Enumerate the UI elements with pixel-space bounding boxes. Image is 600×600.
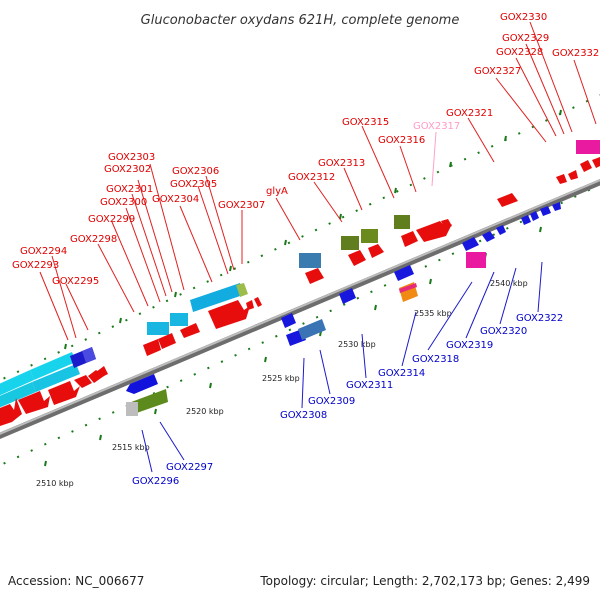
pink-leader-line bbox=[431, 131, 437, 187]
genome-axis bbox=[0, 178, 600, 440]
gene-label: GOX2299 bbox=[88, 214, 135, 225]
gene-label: GOX2305 bbox=[170, 179, 217, 190]
major-ticks bbox=[44, 109, 562, 467]
genome-title: Gluconobacter oxydans 621H, complete gen… bbox=[141, 13, 460, 28]
ruler-label: 2535 kbp bbox=[414, 309, 452, 318]
gene-label: GOX2319 bbox=[446, 340, 493, 351]
accession-label: Accession: NC_006677 bbox=[8, 574, 145, 588]
ruler-label: 2520 kbp bbox=[186, 407, 224, 416]
gene-label: GOX2307 bbox=[218, 200, 265, 211]
gene-label: GOX2314 bbox=[378, 368, 425, 379]
gene-label: GOX2313 bbox=[318, 158, 365, 169]
gene-label: GOX2296 bbox=[132, 476, 179, 487]
ruler-label: 2540 kbp bbox=[490, 279, 528, 288]
gene-label: GOX2306 bbox=[172, 166, 219, 177]
lower-gene-labels: GOX2296 GOX2297 GOX2308 GOX2309 GOX2311 … bbox=[132, 313, 563, 487]
gene-label: GOX2312 bbox=[288, 172, 335, 183]
genome-info-label: Topology: circular; Length: 2,702,173 bp… bbox=[260, 574, 590, 588]
gene-label: GOX2308 bbox=[280, 410, 327, 421]
gene-label: glyA bbox=[266, 186, 288, 197]
ruler-labels: 2510 kbp 2515 kbp 2520 kbp 2525 kbp 2530… bbox=[36, 279, 528, 488]
gene-label: GOX2317 bbox=[413, 121, 460, 132]
gene-label: GOX2301 bbox=[106, 184, 153, 195]
gene-label: GOX2311 bbox=[346, 380, 393, 391]
gene-label: GOX2293 bbox=[12, 260, 59, 271]
gene-label: GOX2302 bbox=[104, 164, 151, 175]
gene-label: GOX2298 bbox=[70, 234, 117, 245]
gene-label: GOX2304 bbox=[152, 194, 199, 205]
gene-label: GOX2321 bbox=[446, 108, 493, 119]
gene-label: GOX2327 bbox=[474, 66, 521, 77]
gene-label: GOX2303 bbox=[108, 152, 155, 163]
gene-label: GOX2329 bbox=[502, 33, 549, 44]
gene-label: GOX2320 bbox=[480, 326, 527, 337]
gene-label: GOX2295 bbox=[52, 276, 99, 287]
gene-label: GOX2297 bbox=[166, 462, 213, 473]
forward-gene-arrows bbox=[0, 157, 600, 426]
upper-feature-bars bbox=[0, 140, 600, 408]
gene-label: GOX2318 bbox=[412, 354, 459, 365]
gene-label: GOX2294 bbox=[20, 246, 67, 257]
gene-label: GOX2315 bbox=[342, 117, 389, 128]
upper-gene-labels: GOX2293 GOX2294 GOX2295 GOX2298 GOX2299 … bbox=[12, 12, 599, 287]
gene-label: GOX2330 bbox=[500, 12, 547, 23]
gene-label: GOX2300 bbox=[100, 197, 147, 208]
lower-leader-lines bbox=[141, 261, 543, 473]
gene-label: GOX2316 bbox=[378, 135, 425, 146]
gene-label: GOX2322 bbox=[516, 313, 563, 324]
ruler-label: 2530 kbp bbox=[338, 340, 376, 349]
gene-label: GOX2332 bbox=[552, 48, 599, 59]
ruler-label: 2510 kbp bbox=[36, 479, 74, 488]
ruler-label: 2515 kbp bbox=[112, 443, 150, 452]
upper-leader-lines bbox=[39, 21, 597, 341]
reverse-gene-features bbox=[126, 202, 561, 416]
gene-label: GOX2328 bbox=[496, 47, 543, 58]
gene-label: GOX2309 bbox=[308, 396, 355, 407]
ruler-label: 2525 kbp bbox=[262, 374, 300, 383]
